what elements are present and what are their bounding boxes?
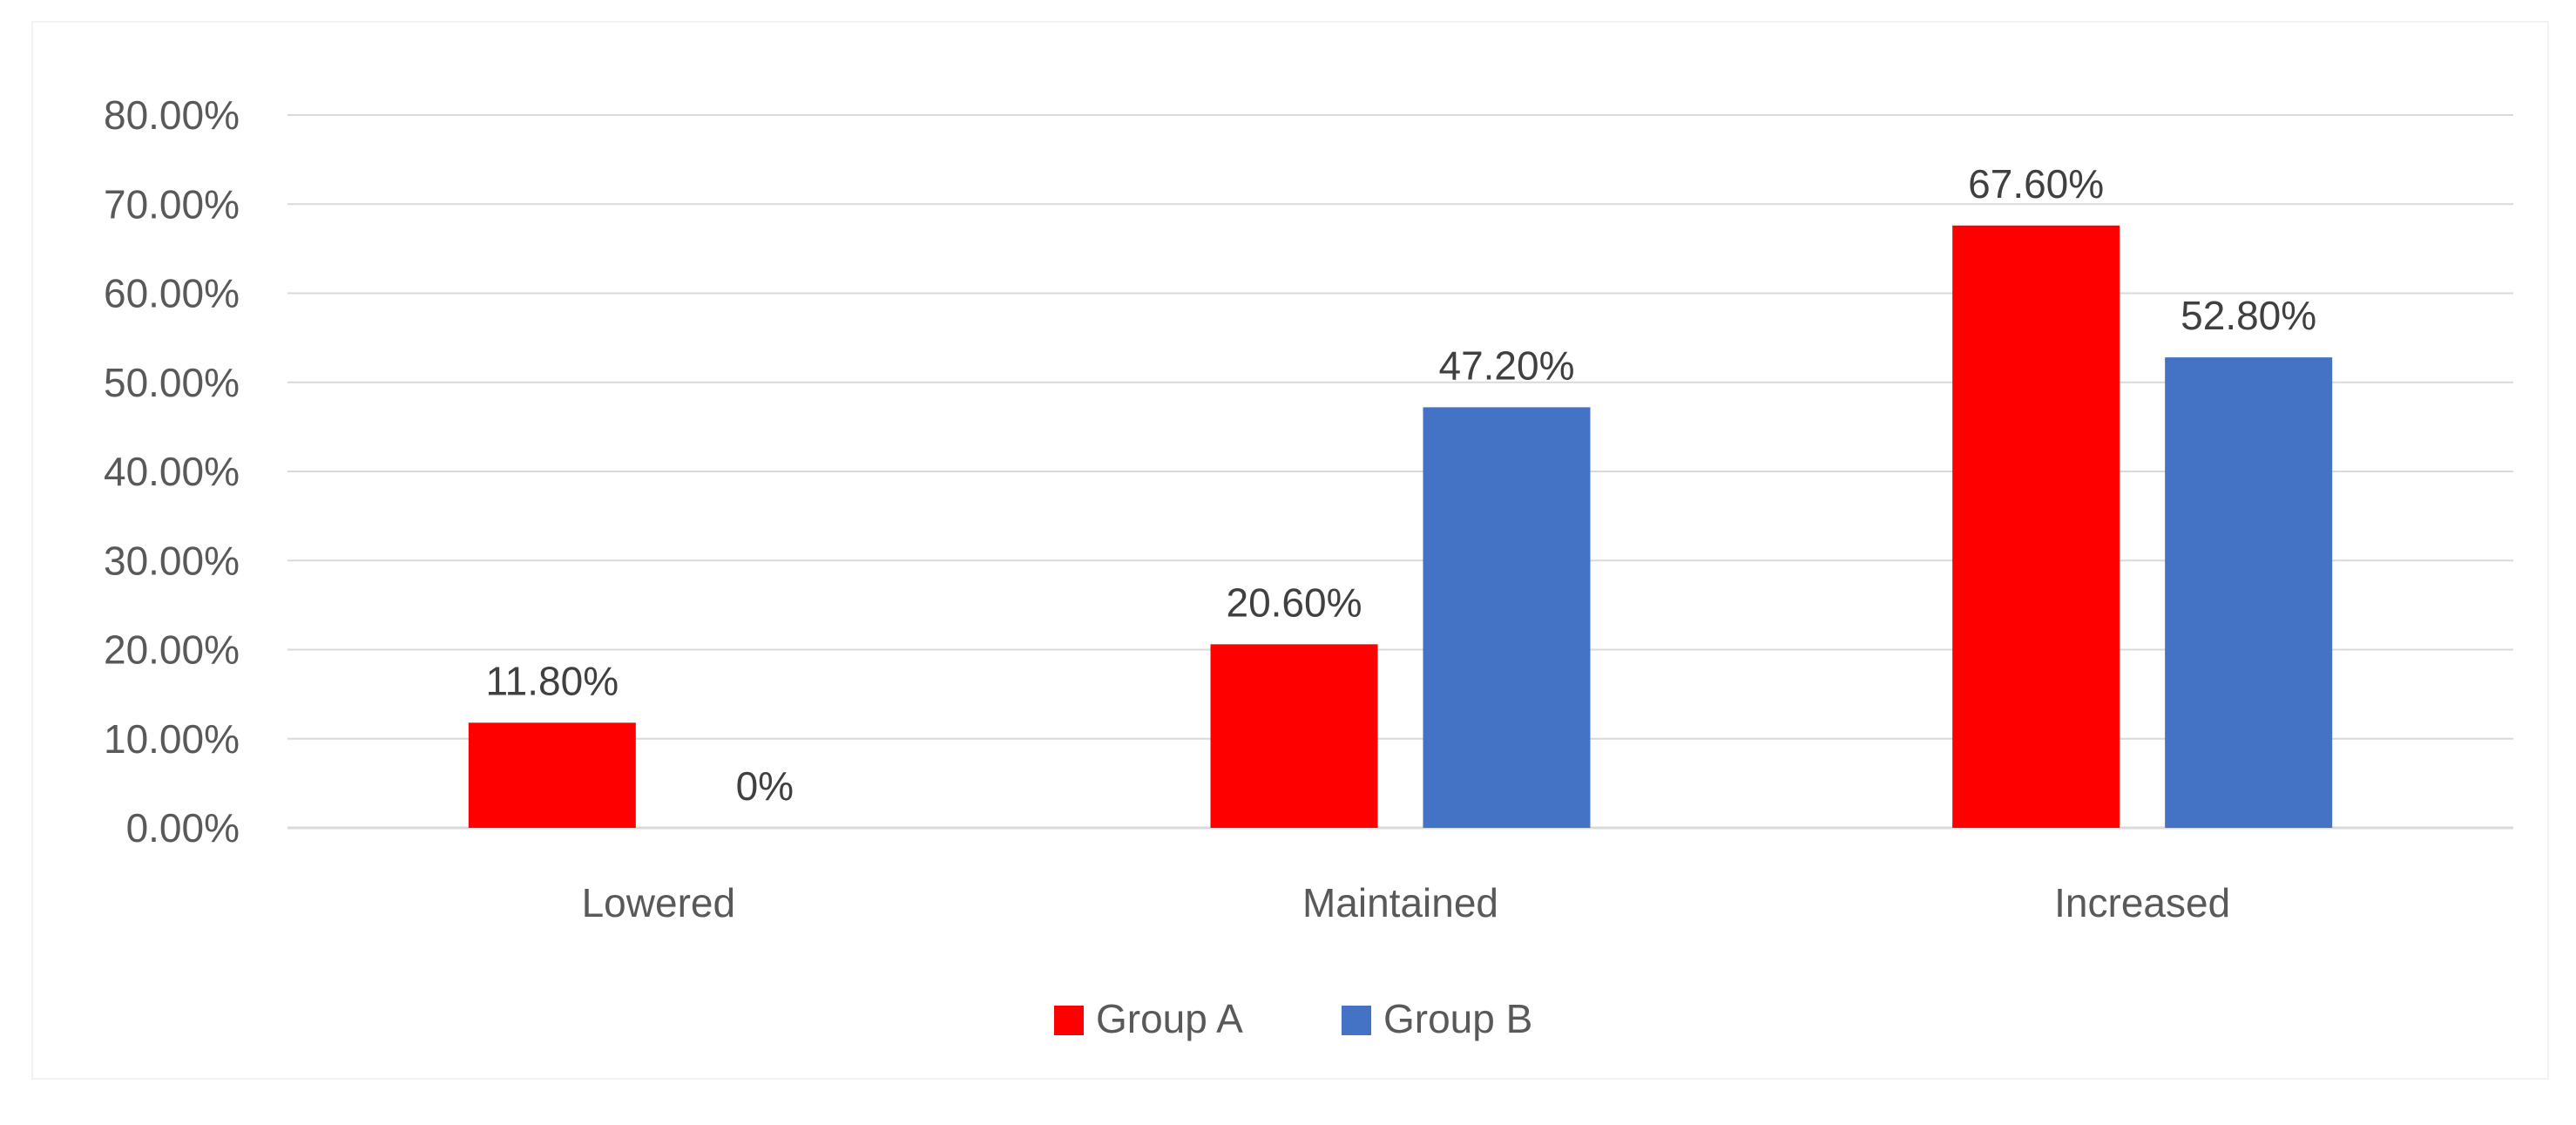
data-label: 52.80%: [2180, 293, 2316, 338]
y-tick-label: 50.00%: [104, 360, 240, 405]
legend-label: Group A: [1096, 996, 1243, 1041]
x-category-label: Lowered: [582, 880, 735, 925]
y-tick-label: 20.00%: [104, 627, 240, 673]
y-tick-label: 80.00%: [104, 92, 240, 138]
y-tick-label: 40.00%: [104, 449, 240, 494]
bar-group-a-increased: [1952, 225, 2120, 828]
x-axis-categories: Lowered Maintained Increased: [582, 880, 2231, 925]
y-tick-label: 60.00%: [104, 271, 240, 316]
data-label: 11.80%: [486, 658, 619, 703]
data-label: 20.60%: [1226, 579, 1362, 625]
y-axis-ticks: 0.00% 10.00% 20.00% 30.00% 40.00% 50.00% 60.00…: [104, 92, 240, 851]
legend: Group A Group B: [1054, 996, 1532, 1041]
y-tick-label: 30.00%: [104, 538, 240, 583]
bar-group-a-lowered: [468, 722, 636, 828]
legend-swatch: [1054, 1006, 1084, 1035]
y-tick-label: 0.00%: [126, 805, 240, 851]
bar-group-b-increased: [2165, 357, 2333, 828]
data-label: 47.20%: [1438, 342, 1574, 388]
data-labels: 11.80% 0% 20.60% 47.20% 67.60% 52.80%: [486, 161, 2317, 809]
bar-group-a-maintained: [1210, 644, 1378, 828]
chart-frame: [31, 21, 2549, 1080]
bars: [468, 225, 2333, 828]
y-tick-label: 10.00%: [104, 716, 240, 762]
y-tick-label: 70.00%: [104, 181, 240, 227]
legend-swatch: [1342, 1006, 1371, 1035]
data-label: 0%: [736, 763, 794, 809]
data-label: 67.60%: [1968, 161, 2104, 207]
bar-group-b-maintained: [1423, 407, 1591, 828]
gridlines: [287, 114, 2513, 830]
legend-label: Group B: [1383, 996, 1532, 1041]
x-category-label: Maintained: [1302, 880, 1498, 925]
x-category-label: Increased: [2054, 880, 2230, 925]
